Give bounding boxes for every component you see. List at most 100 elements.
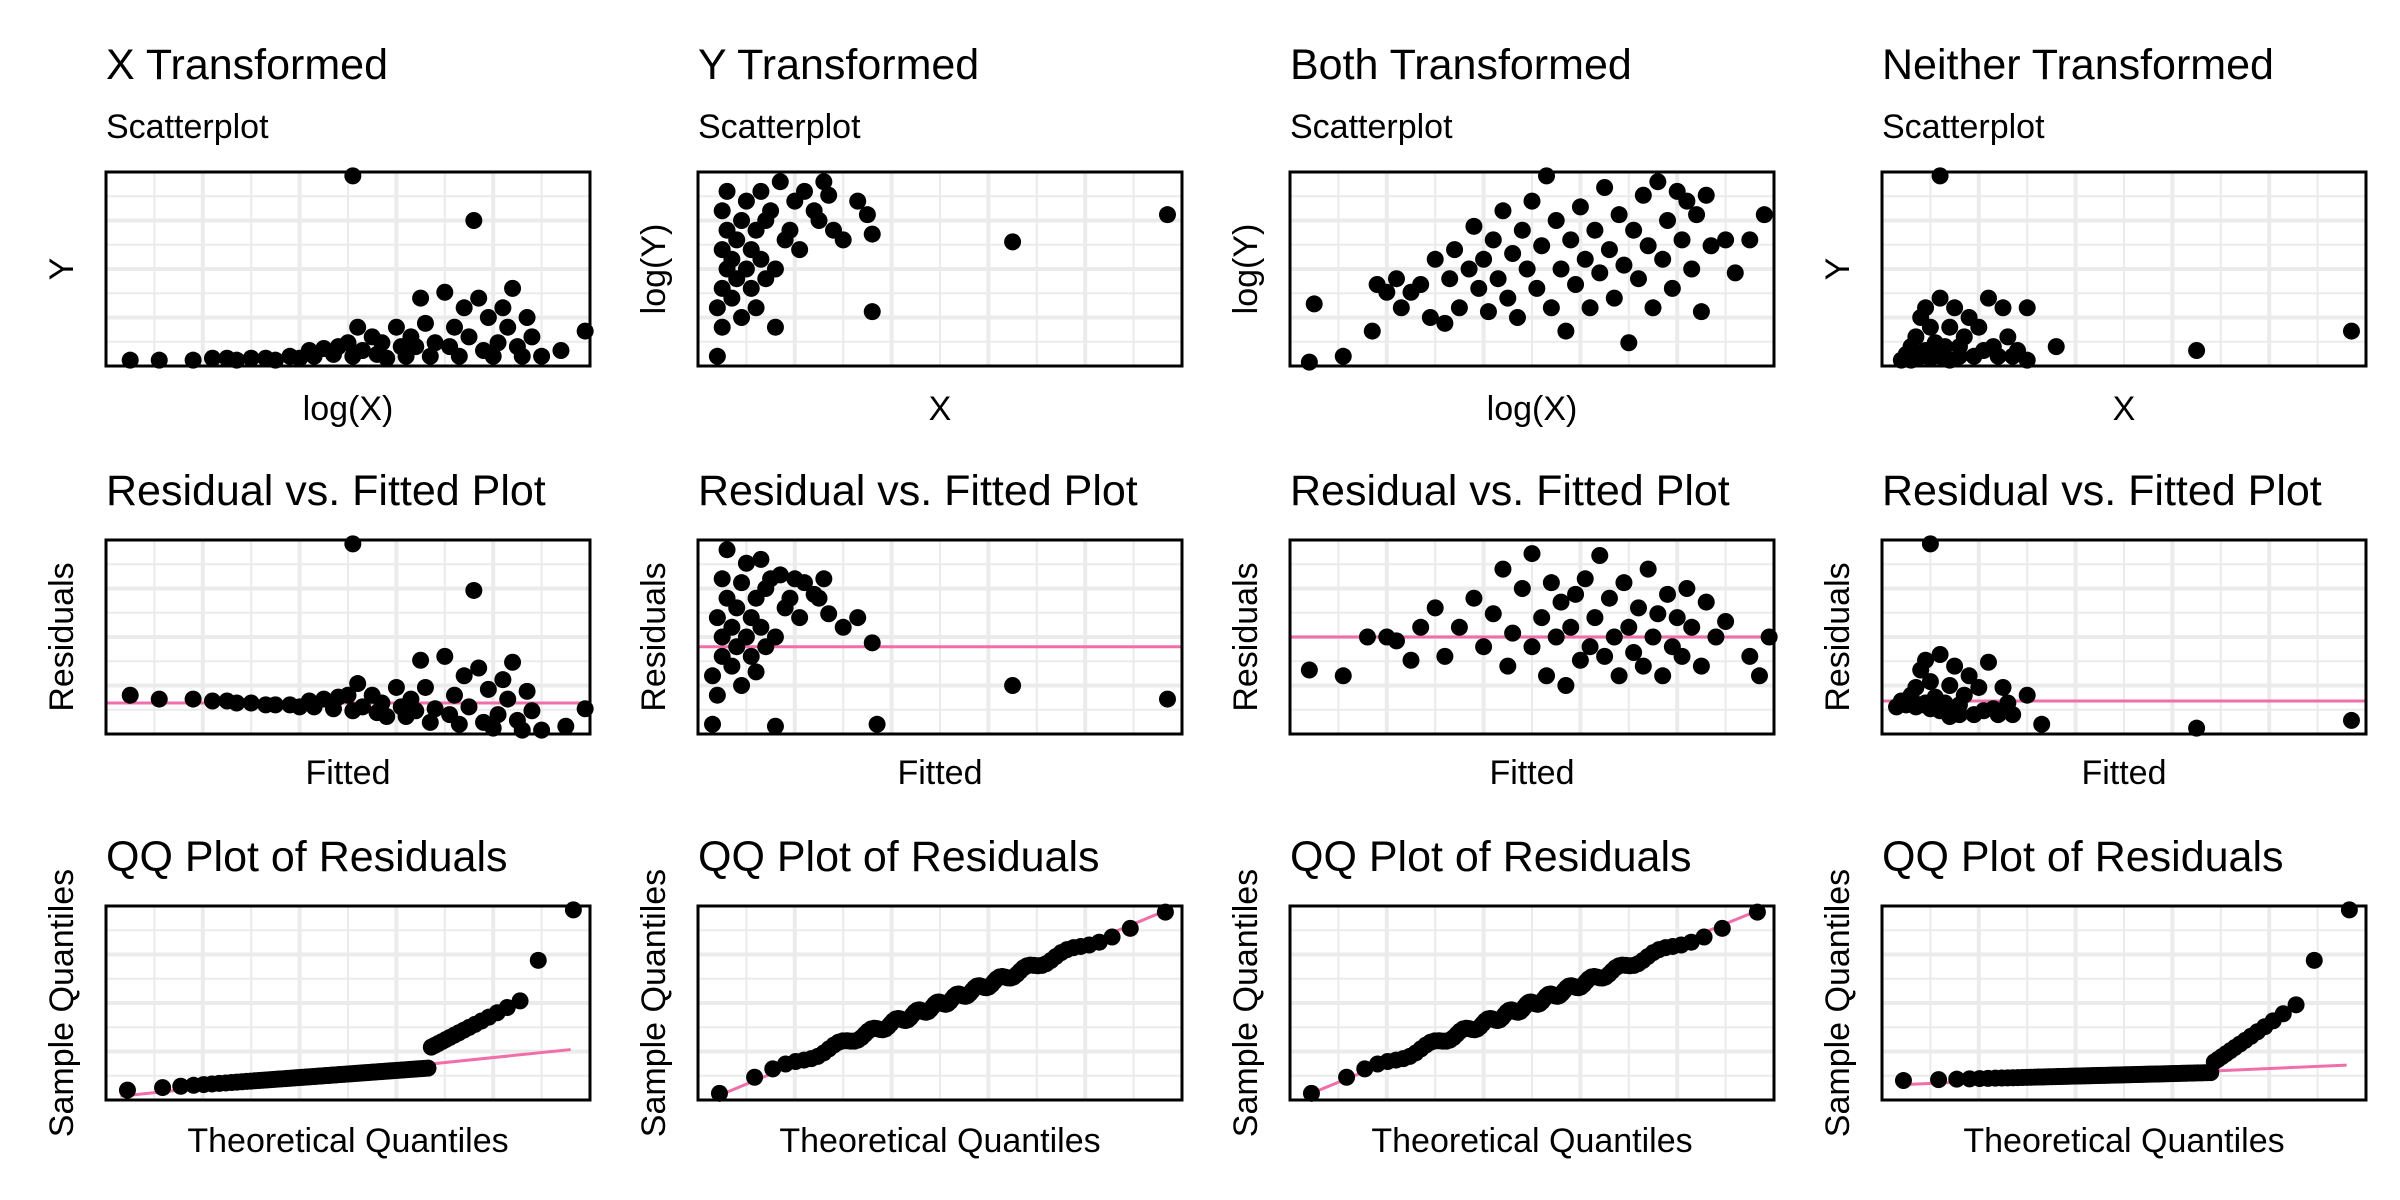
x-transformed-scatter-point-45 bbox=[494, 299, 512, 317]
y-transformed-scatter-point-17 bbox=[742, 279, 760, 297]
neither-transformed-resid-point-15 bbox=[1936, 694, 1954, 712]
neither-transformed-scatter-point-33 bbox=[2018, 299, 2036, 317]
x-transformed-resid-point-50 bbox=[518, 682, 536, 700]
x-transformed-resid-point-8 bbox=[266, 696, 284, 714]
both-transformed-resid-point-16 bbox=[1513, 580, 1531, 597]
neither-transformed-resid-x-axis-label: Fitted bbox=[2081, 754, 2167, 792]
both-transformed-scatter-plot bbox=[1288, 167, 1776, 371]
both-transformed-scatter-y-axis-label: log(Y) bbox=[1227, 223, 1265, 315]
column-title-x-transformed: X Transformed bbox=[106, 41, 388, 89]
y-transformed-resid-point-27 bbox=[766, 717, 784, 735]
y-transformed-scatter-point-13 bbox=[733, 309, 751, 326]
x-transformed-scatter-point-16 bbox=[339, 334, 357, 352]
y-transformed-resid-point-12 bbox=[728, 599, 746, 617]
both-transformed-scatter-point-44 bbox=[1596, 179, 1614, 197]
both-transformed-resid-point-20 bbox=[1538, 667, 1556, 685]
both-transformed-scatter-point-63 bbox=[1688, 206, 1706, 224]
both-transformed-resid-point-5 bbox=[1402, 651, 1420, 669]
y-transformed-resid-point-26 bbox=[766, 628, 784, 646]
y-transformed-resid-y-axis-label: Residuals bbox=[635, 562, 673, 712]
y-transformed-resid-point-5 bbox=[708, 609, 726, 627]
y-transformed-qq-point-98 bbox=[1121, 919, 1139, 937]
neither-transformed-resid-point-18 bbox=[1946, 657, 1964, 675]
y-transformed-scatter-point-0 bbox=[708, 347, 726, 365]
x-transformed-resid-point-6 bbox=[242, 694, 260, 712]
both-transformed-scatter-point-28 bbox=[1518, 260, 1536, 278]
y-transformed-resid-point-32 bbox=[791, 609, 809, 627]
y-transformed-scatter-point-33 bbox=[795, 182, 813, 200]
y-transformed-resid-point-20 bbox=[747, 663, 765, 681]
x-transformed-resid-point-43 bbox=[484, 719, 502, 737]
neither-transformed-qq-y-axis-label: Sample Quantiles bbox=[1819, 868, 1857, 1138]
both-transformed-resid-point-25 bbox=[1562, 618, 1580, 636]
neither-transformed-qq-point-2 bbox=[1948, 1070, 1966, 1088]
y-transformed-qq-point-97 bbox=[1103, 928, 1121, 946]
both-transformed-resid-point-11 bbox=[1475, 638, 1493, 656]
y-transformed-scatter-y-axis-label: log(Y) bbox=[635, 223, 673, 315]
both-transformed-resid-point-2 bbox=[1358, 628, 1376, 646]
both-transformed-scatter-point-6 bbox=[1387, 270, 1405, 288]
x-transformed-scatter-point-47 bbox=[504, 279, 522, 297]
y-transformed-scatter-point-12 bbox=[728, 231, 746, 249]
both-transformed-resid-point-22 bbox=[1547, 628, 1565, 646]
y-transformed-qq-plot bbox=[696, 903, 1184, 1102]
y-transformed-resid-point-42 bbox=[1004, 677, 1022, 694]
y-transformed-resid-title: Residual vs. Fitted Plot bbox=[698, 467, 1138, 515]
both-transformed-scatter-point-65 bbox=[1697, 186, 1715, 204]
both-transformed-resid-point-39 bbox=[1629, 599, 1647, 617]
both-transformed-scatter-point-52 bbox=[1634, 186, 1652, 204]
neither-transformed-scatter-plot bbox=[1880, 167, 2368, 369]
neither-transformed-scatter-point-24 bbox=[1970, 318, 1988, 336]
both-transformed-scatter-point-43 bbox=[1591, 264, 1609, 282]
column-title-y-transformed: Y Transformed bbox=[698, 41, 980, 89]
y-transformed-scatter-point-22 bbox=[752, 182, 770, 200]
y-transformed-scatter-point-27 bbox=[766, 318, 784, 336]
both-transformed-scatter-point-42 bbox=[1586, 221, 1604, 239]
both-transformed-resid-point-34 bbox=[1605, 628, 1623, 646]
column-title-both-transformed: Both Transformed bbox=[1290, 41, 1632, 89]
x-transformed-scatter-point-38 bbox=[460, 328, 478, 346]
both-transformed-scatter-point-3 bbox=[1363, 322, 1381, 340]
x-transformed-resid-point-18 bbox=[349, 675, 367, 693]
y-transformed-qq-x-axis-label: Theoretical Quantiles bbox=[779, 1122, 1101, 1160]
both-transformed-scatter-point-58 bbox=[1663, 279, 1681, 297]
neither-transformed-scatter-point-18 bbox=[1946, 299, 1964, 317]
y-transformed-resid-point-28 bbox=[771, 566, 789, 584]
both-transformed-resid-point-56 bbox=[1750, 667, 1768, 685]
column-title-neither-transformed: Neither Transformed bbox=[1882, 41, 2274, 89]
neither-transformed-resid-point-29 bbox=[1994, 678, 2012, 696]
both-transformed-scatter-point-20 bbox=[1479, 303, 1497, 321]
x-transformed-resid-point-52 bbox=[533, 721, 551, 739]
both-transformed-resid-point-12 bbox=[1484, 605, 1502, 623]
both-transformed-resid-point-36 bbox=[1615, 574, 1633, 592]
y-transformed-resid-point-10 bbox=[723, 618, 741, 636]
x-transformed-resid-point-49 bbox=[513, 721, 531, 739]
neither-transformed-scatter-point-20 bbox=[1950, 347, 1968, 365]
x-transformed-resid-point-3 bbox=[203, 692, 221, 710]
x-transformed-scatter-point-28 bbox=[407, 338, 425, 356]
both-transformed-resid-point-43 bbox=[1649, 605, 1667, 623]
both-transformed-scatter-point-36 bbox=[1557, 322, 1575, 340]
neither-transformed-qq-point-0 bbox=[1894, 1072, 1912, 1090]
x-transformed-resid-point-5 bbox=[228, 694, 246, 712]
x-transformed-qq-point-96 bbox=[498, 999, 516, 1017]
y-transformed-scatter-point-42 bbox=[863, 225, 881, 243]
y-transformed-qq-point-99 bbox=[1156, 903, 1174, 921]
x-transformed-qq-y-axis-label: Sample Quantiles bbox=[43, 868, 81, 1138]
y-transformed-scatter-point-15 bbox=[737, 260, 755, 278]
x-transformed-scatter-point-3 bbox=[203, 349, 221, 367]
neither-transformed-scatter-point-26 bbox=[1979, 289, 1997, 307]
y-transformed-scatter-point-39 bbox=[834, 231, 852, 249]
x-transformed-resid-plot bbox=[104, 535, 594, 739]
y-transformed-scatter-point-25 bbox=[762, 202, 780, 220]
x-transformed-resid-title: Residual vs. Fitted Plot bbox=[106, 467, 546, 515]
neither-transformed-qq-title: QQ Plot of Residuals bbox=[1882, 833, 2284, 881]
both-transformed-qq-point-1 bbox=[1338, 1068, 1356, 1086]
y-transformed-resid-point-40 bbox=[863, 634, 881, 652]
neither-transformed-scatter-point-36 bbox=[1931, 167, 1949, 185]
neither-transformed-scatter-point-15 bbox=[1936, 338, 1954, 356]
x-transformed-scatter-point-51 bbox=[523, 328, 541, 346]
x-transformed-scatter-point-49 bbox=[513, 347, 531, 365]
x-transformed-scatter-x-axis-label: log(X) bbox=[302, 390, 394, 428]
